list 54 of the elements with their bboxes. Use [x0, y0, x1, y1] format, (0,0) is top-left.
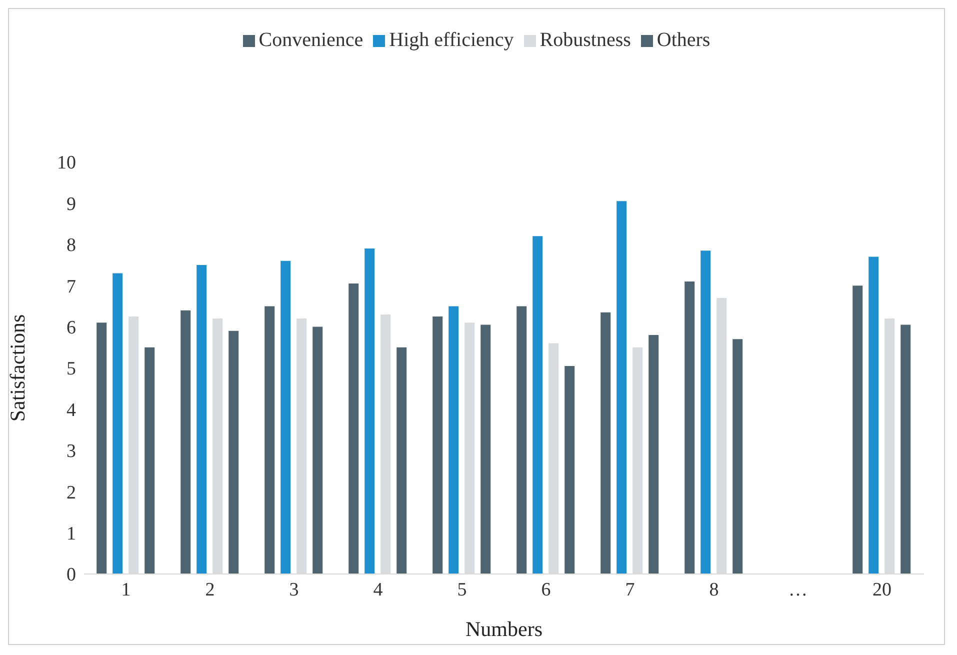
x-tick-label: 20 [872, 579, 892, 600]
bar [96, 322, 107, 574]
y-tick-label: 2 [66, 482, 76, 504]
legend-label: Convenience [258, 29, 364, 51]
y-axis-title: Satisfactions [5, 314, 30, 422]
y-tick-label: 10 [57, 152, 76, 174]
bar [900, 324, 911, 574]
bar [312, 326, 323, 574]
y-tick-label: 5 [66, 358, 76, 380]
x-tick-label: 3 [289, 579, 299, 600]
y-tick-label: 3 [66, 441, 76, 462]
y-tick-label: 7 [66, 276, 76, 298]
bar [480, 324, 491, 574]
x-tick-label: 2 [205, 579, 215, 600]
bar [616, 201, 627, 574]
bar [280, 260, 291, 574]
bar [196, 265, 207, 574]
legend-label: Robustness [540, 29, 631, 51]
bar [700, 250, 711, 574]
bar [852, 286, 863, 574]
bar [112, 273, 123, 574]
bar [868, 256, 879, 574]
y-tick-label: 4 [66, 400, 76, 421]
bar [264, 306, 275, 574]
bar [732, 339, 743, 574]
bar [648, 335, 659, 574]
x-tick-label: 5 [457, 579, 467, 600]
bar [564, 366, 575, 574]
legend-label: Others [656, 29, 710, 51]
bar [684, 281, 695, 574]
bar [448, 306, 459, 574]
x-tick-label: 4 [373, 579, 384, 600]
legend-label: High efficiency [389, 29, 514, 51]
bar [432, 316, 443, 574]
y-tick-label: 6 [66, 318, 76, 339]
bar [532, 236, 543, 574]
bar [228, 330, 239, 574]
x-tick-label: 1 [121, 579, 131, 600]
bar [516, 306, 527, 574]
bar [600, 312, 611, 574]
x-tick-label: 7 [625, 579, 635, 600]
bar [144, 347, 155, 574]
bar [348, 284, 359, 574]
y-tick-label: 8 [66, 235, 76, 256]
y-tick-label: 9 [66, 194, 76, 215]
x-tick-label: … [788, 579, 808, 600]
bar [396, 347, 407, 574]
x-tick-label: 6 [541, 579, 551, 600]
y-tick-label: 1 [66, 524, 76, 545]
x-axis-title: Numbers [466, 617, 542, 641]
bar [364, 248, 375, 574]
bar [180, 310, 191, 574]
x-tick-label: 8 [709, 579, 719, 600]
y-tick-label: 0 [66, 564, 76, 586]
